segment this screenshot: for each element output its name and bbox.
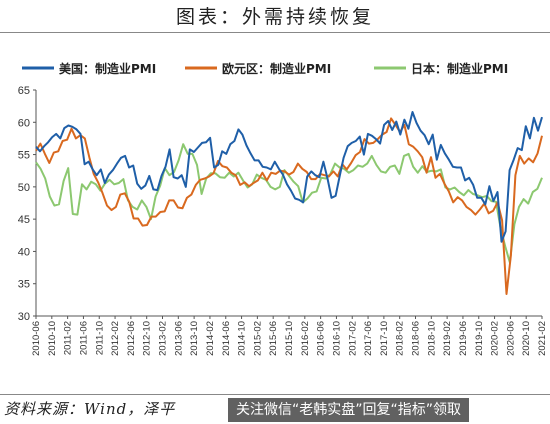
y-tick-label: 35 [18, 279, 30, 291]
watermark-banner: 关注微信“老韩实盘”回复“指标”领取 [228, 398, 470, 422]
series-line-3 [35, 143, 543, 264]
x-tick-label: 2014-06 [221, 321, 232, 356]
y-tick-label: 45 [18, 214, 30, 226]
x-tick-label: 2014-10 [237, 321, 248, 356]
y-tick-label: 50 [18, 182, 30, 194]
y-tick-label: 60 [18, 117, 30, 129]
x-tick-label: 2016-06 [316, 321, 327, 356]
x-tick-label: 2018-10 [426, 321, 437, 356]
x-tick-label: 2020-02 [490, 321, 501, 356]
x-tick-label: 2017-02 [347, 321, 358, 356]
pmi-line-chart: 美国：制造业PMI 欧元区：制造业PMI 日本：制造业PMI 30 35 40 45 50 5… [18, 61, 548, 356]
x-tick-label: 2011-06 [78, 321, 89, 355]
series-line-2 [35, 117, 543, 295]
chart-title: 图表：外需持续恢复 [175, 6, 374, 28]
x-tick-label: 2013-10 [189, 321, 200, 356]
x-tick-label: 2011-10 [94, 321, 105, 355]
x-tick-label: 2010-10 [47, 321, 58, 356]
x-tick-label: 2015-06 [268, 321, 279, 356]
x-tick-label: 2012-06 [126, 321, 137, 356]
x-tick-label: 2016-02 [300, 321, 311, 356]
y-tick-label: 30 [18, 311, 30, 323]
x-tick-label: 2018-02 [395, 321, 406, 356]
x-tick-label: 2017-10 [379, 321, 390, 356]
x-tick-label: 2021-02 [537, 321, 548, 356]
x-tick-label: 2018-06 [411, 321, 422, 356]
legend-label: 日本：制造业PMI [411, 61, 508, 76]
source-note: 资料来源：Wind，泽平 [4, 400, 176, 418]
x-tick-label: 2019-06 [458, 321, 469, 356]
x-tick-label: 2019-02 [442, 321, 453, 356]
x-tick-label: 2019-10 [474, 321, 485, 356]
x-tick-label: 2015-02 [252, 321, 263, 356]
chart-legend: 美国：制造业PMI 欧元区：制造业PMI 日本：制造业PMI [22, 61, 508, 76]
x-tick-label: 2014-02 [205, 321, 216, 356]
x-tick-label: 2012-10 [142, 321, 153, 356]
x-tick-label: 2010-06 [31, 321, 42, 356]
x-tick-label: 2020-10 [521, 321, 532, 356]
y-tick-label: 55 [18, 150, 30, 162]
y-tick-label: 40 [18, 246, 30, 258]
x-tick-label: 2016-10 [331, 321, 342, 356]
x-tick-label: 2015-10 [284, 321, 295, 356]
x-tick-label: 2013-06 [173, 321, 184, 356]
legend-label: 美国：制造业PMI [59, 61, 156, 76]
chart-axes [33, 89, 543, 319]
title-divider [0, 32, 550, 33]
y-tick-label: 65 [18, 85, 30, 97]
x-tick-label: 2011-02 [63, 321, 74, 355]
legend-label: 欧元区：制造业PMI [222, 61, 331, 76]
chart-series-lines [35, 111, 543, 295]
x-tick-label: 2012-02 [110, 321, 121, 356]
x-tick-label: 2017-06 [363, 321, 374, 356]
x-tick-labels: 2010-06 2010-10 2011-02 2011-06 2011-10 2012-… [31, 321, 548, 356]
series-line-1 [35, 111, 543, 243]
bottom-divider [0, 394, 550, 395]
x-tick-label: 2020-06 [505, 321, 516, 356]
x-tick-label: 2013-02 [158, 321, 169, 356]
y-tick-labels: 30 35 40 45 50 55 60 65 [18, 85, 30, 323]
